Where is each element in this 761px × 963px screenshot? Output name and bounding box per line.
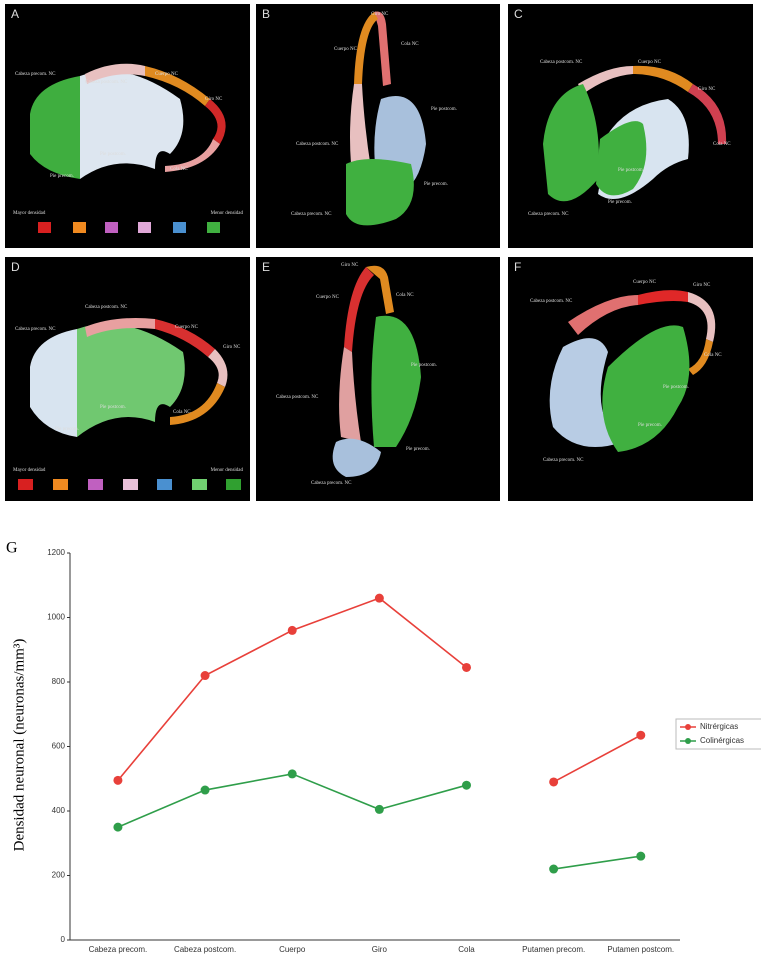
structure-label: Cuerpo NC (334, 47, 358, 52)
structure-label: Cola NC (713, 142, 731, 147)
x-tick-label: Cuerpo (279, 945, 306, 954)
structure-label: Cola NC (401, 42, 419, 47)
y-axis-label: Densidad neuronal (neuronas/mm³) (11, 639, 27, 852)
x-tick-label: Cabeza postcom. (174, 945, 236, 954)
structure-label: Cabeza postcom. NC (276, 395, 319, 400)
panel-letter: F (514, 260, 521, 274)
structure-label: Pie postcom. (663, 385, 689, 390)
x-tick-label: Cabeza precom. (89, 945, 148, 954)
structure-label: Cola NC (173, 410, 191, 415)
structure-label: Cabeza precom. NC (543, 458, 584, 463)
data-point (636, 731, 645, 740)
y-tick-label: 200 (52, 871, 66, 880)
data-point (462, 663, 471, 672)
series-line (118, 598, 467, 780)
data-point (113, 776, 122, 785)
panel-e: E Giro NC Cuerpo NC Cola NC Pie postcom. Cabe… (256, 257, 500, 501)
structure-label: Pie precom. (406, 447, 430, 452)
structure-label: Cabeza precom. NC (528, 212, 569, 217)
data-point (375, 594, 384, 603)
structure-label: Cuerpo NC (316, 295, 340, 300)
panel-letter: D (11, 260, 20, 274)
structure-label: Cola NC (396, 293, 414, 298)
legend-label: Colinérgicas (700, 736, 744, 745)
panel-f: F Cuerpo NC Cabeza postcom. NC Giro NC Cola … (508, 257, 753, 501)
panel-letter: E (262, 260, 270, 274)
structure-label: Pie postcom. (100, 152, 126, 157)
legend-marker (685, 724, 691, 730)
structure-label: Cabeza postcom. NC (296, 142, 339, 147)
data-point (549, 865, 558, 874)
structure-label: Pie precom. (608, 200, 632, 205)
legend-label: Nitrérgicas (700, 722, 738, 731)
structure-label: Cabeza precom. NC (15, 327, 56, 332)
data-point (375, 805, 384, 814)
panel-letter: A (11, 7, 19, 21)
structure-label: Pie postcom. (618, 168, 644, 173)
y-tick-label: 600 (52, 742, 66, 751)
y-tick-label: 800 (52, 677, 66, 686)
structure-label: Giro NC (223, 345, 241, 350)
structure-label: Giro NC (693, 283, 711, 288)
structure-label: Pie postcom. (431, 107, 457, 112)
structure-label: Cabeza postcom. NC (85, 305, 128, 310)
series-line (554, 735, 641, 782)
panel-d: D Cabeza precom. NC Cabeza postcom. NC Cuer… (5, 257, 250, 501)
series-line (118, 774, 467, 827)
structure-label: Cabeza postcom. NC (540, 60, 583, 65)
panel-a: A Cabeza precom. NC Cabeza postcom. NC Cuer… (5, 4, 250, 248)
structure-label: Giro NC (341, 263, 359, 268)
structure-label: Cabeza postcom. NC (530, 299, 573, 304)
structure-label: Giro NC (371, 12, 389, 17)
data-point (462, 781, 471, 790)
panel-letter: G (6, 540, 18, 557)
panel-letter: B (262, 7, 270, 21)
data-point (113, 823, 122, 832)
structure-label: Cabeza precom. NC (291, 212, 332, 217)
data-point (201, 786, 210, 795)
y-tick-label: 400 (52, 806, 66, 815)
structure-label: Cabeza postcom. NC (85, 80, 128, 85)
structure-label: Pie precom. (424, 182, 448, 187)
structure-label: Pie postcom. (100, 405, 126, 410)
key-label: Menor densidad (211, 468, 244, 473)
legend-marker (685, 738, 691, 744)
series-line (554, 856, 641, 869)
panel-b: B Giro NC Cuerpo NC Cola NC Pie postcom. Cabe… (256, 4, 500, 248)
x-tick-label: Cola (458, 945, 475, 954)
structure-label: Giro NC (205, 97, 223, 102)
line-chart: G Densidad neuronal (neuronas/mm³) 0 200 4… (6, 540, 761, 954)
panel-c: C Cabeza postcom. NC Cuerpo NC Giro NC Cola … (508, 4, 753, 248)
figure: A Cabeza precom. NC Cabeza postcom. NC Cuer… (0, 0, 761, 958)
x-tick-label: Giro (372, 945, 388, 954)
data-point (288, 626, 297, 635)
structure-label: Cuerpo NC (633, 280, 657, 285)
x-tick-label: Putamen postcom. (607, 945, 674, 954)
structure-label: Cuerpo NC (638, 60, 662, 65)
data-point (201, 671, 210, 680)
structure-label: Pie precom. (638, 423, 662, 428)
y-tick-label: 1000 (47, 613, 65, 622)
structure-label: Cabeza precom. NC (311, 481, 352, 486)
key-label: Mayor densidad (13, 211, 46, 216)
structure-label: Pie postcom. (411, 363, 437, 368)
structure-label: Pie precom. (55, 427, 79, 432)
structure-label: Cola NC (704, 353, 722, 358)
y-tick-label: 1200 (47, 548, 65, 557)
key-label: Menor densidad (211, 211, 244, 216)
structure-label: Cuerpo NC (175, 325, 199, 330)
data-point (549, 777, 558, 786)
data-point (636, 852, 645, 861)
panel-letter: C (514, 7, 523, 21)
structure-label: Cuerpo NC (155, 72, 179, 77)
y-tick-label: 0 (61, 935, 66, 944)
structure-label: Cabeza precom. NC (15, 72, 56, 77)
data-point (288, 769, 297, 778)
structure-label: Pie precom. (50, 174, 74, 179)
structure-label: Giro NC (698, 87, 716, 92)
key-label: Mayor densidad (13, 468, 46, 473)
x-tick-label: Putamen precom. (522, 945, 585, 954)
structure-label: Cola NC (170, 167, 188, 172)
